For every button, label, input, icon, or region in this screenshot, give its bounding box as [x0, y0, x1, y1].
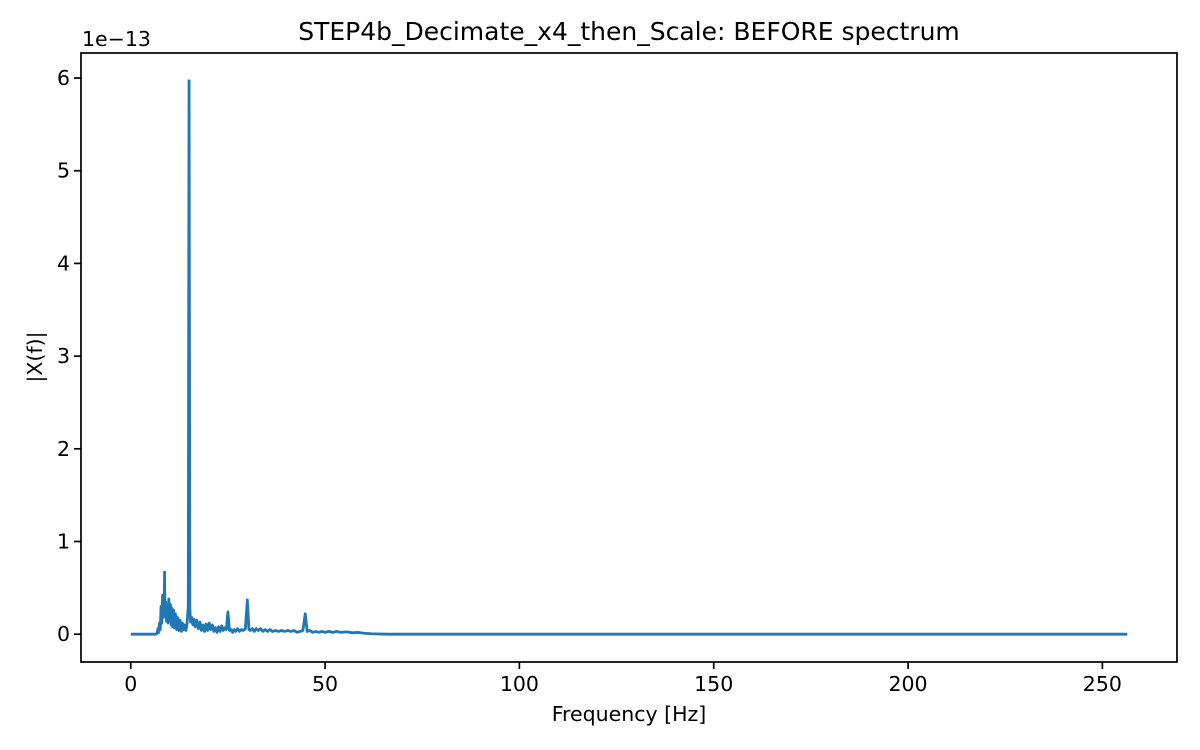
x-tick-label: 200: [888, 672, 927, 696]
y-tick-label: 0: [57, 622, 70, 646]
y-tick-label: 6: [57, 66, 70, 90]
x-axis-label: Frequency [Hz]: [551, 702, 707, 726]
chart-title: STEP4b_Decimate_x4_then_Scale: BEFORE sp…: [298, 17, 960, 46]
y-tick-label: 4: [57, 251, 70, 275]
x-tick-label: 50: [312, 672, 338, 696]
y-tick-label: 5: [57, 159, 70, 183]
x-tick-label: 0: [124, 672, 137, 696]
x-tick-label: 100: [500, 672, 539, 696]
y-tick-label: 2: [57, 437, 70, 461]
y-tick-label: 3: [57, 344, 70, 368]
x-tick-label: 250: [1083, 672, 1122, 696]
axes-spines: [80, 52, 1178, 663]
y-axis-label: |X(f)|: [23, 331, 47, 383]
x-tick-label: 150: [694, 672, 733, 696]
y-axis-offset-label: 1e−13: [82, 27, 151, 51]
spectrum-line: [130, 79, 1128, 636]
y-tick-label: 1: [57, 529, 70, 553]
